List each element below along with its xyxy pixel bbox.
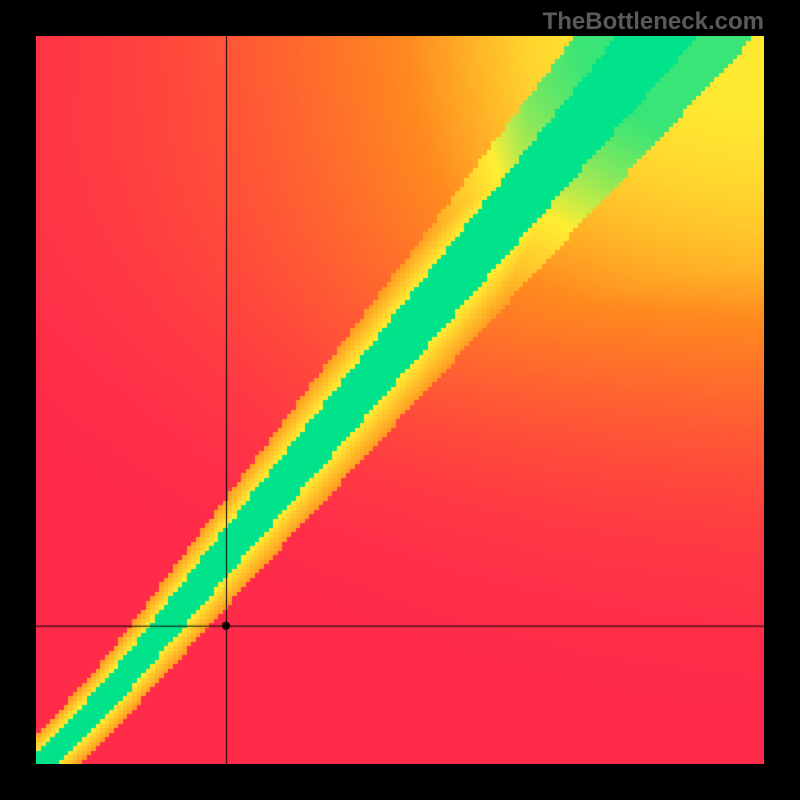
chart-container: TheBottleneck.com [0,0,800,800]
watermark-text: TheBottleneck.com [543,8,764,36]
crosshair-overlay [36,36,764,764]
